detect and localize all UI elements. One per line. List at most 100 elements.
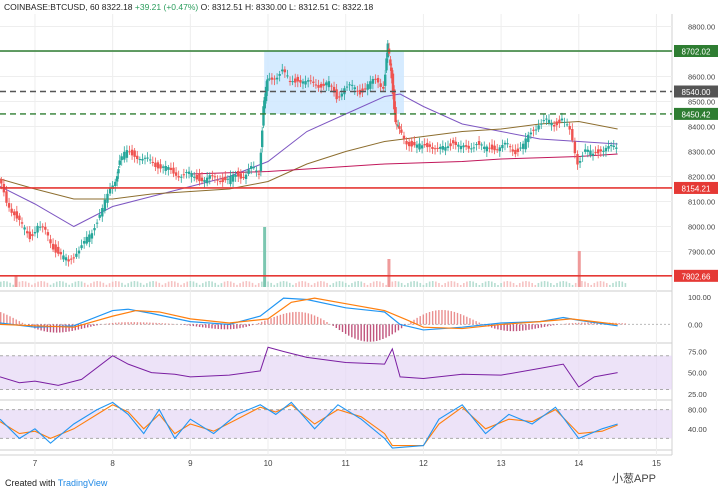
candle-body <box>348 84 351 86</box>
macd-histogram-bar <box>338 324 341 331</box>
candle-body <box>182 174 186 176</box>
macd-histogram-bar <box>593 322 595 325</box>
candle-body <box>371 79 375 84</box>
macd-histogram-bar <box>18 321 21 325</box>
candle-body <box>164 166 167 171</box>
candle-body <box>5 191 8 203</box>
candle-body <box>607 146 610 149</box>
price-tick-label: 8100.00 <box>688 198 715 207</box>
time-tick-label: 8 <box>110 459 115 468</box>
volume-bar <box>546 281 549 287</box>
volume-bar <box>550 283 552 287</box>
candle-body <box>350 84 354 86</box>
volume-bar <box>279 281 282 287</box>
volume-bar <box>503 281 506 287</box>
candle-body <box>612 145 615 148</box>
candle-body <box>558 119 561 123</box>
candle-body <box>309 80 312 82</box>
volume-bar <box>124 284 126 287</box>
macd-histogram-bar <box>624 323 627 325</box>
candle-body <box>369 81 372 89</box>
candle-body <box>490 144 494 150</box>
candle-body <box>288 80 292 82</box>
candle-body <box>407 141 411 147</box>
macd-histogram-bar <box>90 324 92 327</box>
macd-histogram-bar <box>397 324 400 331</box>
volume-bar <box>118 281 120 287</box>
macd-histogram-bar <box>456 312 459 325</box>
volume-bar <box>609 284 611 287</box>
macd-histogram-bar <box>0 312 2 325</box>
volume-bar <box>189 281 192 287</box>
time-tick-label: 14 <box>574 459 583 468</box>
volume-bar <box>223 281 226 287</box>
macd-histogram-bar <box>394 324 397 333</box>
macd-histogram-bar <box>385 324 387 338</box>
volume-bar <box>444 283 446 287</box>
level-label-bg-4 <box>674 269 718 282</box>
volume-bar <box>469 281 471 287</box>
macd-histogram-bar <box>621 323 623 325</box>
candle-body <box>532 129 535 131</box>
candle-body <box>527 134 530 143</box>
candle-body <box>301 81 305 84</box>
candle-body <box>393 89 396 110</box>
macd-histogram-bar <box>503 324 505 331</box>
candle-body <box>88 234 91 243</box>
macd-histogram-bar <box>500 324 502 331</box>
stoch-tick-label: 40.00 <box>688 425 707 434</box>
candle-body <box>374 78 377 80</box>
volume-bar <box>245 281 248 287</box>
volume-bar <box>68 284 70 287</box>
macd-histogram-bar <box>248 324 251 327</box>
volume-bar <box>553 284 555 287</box>
macd-histogram-bar <box>292 312 294 325</box>
candle-body <box>591 153 595 156</box>
candle-body <box>299 80 302 83</box>
candle-body <box>552 125 556 127</box>
candle-body <box>366 84 369 90</box>
macd-histogram-bar <box>77 324 80 330</box>
candle-body <box>428 144 432 147</box>
macd-histogram-bar <box>189 324 191 326</box>
candle-body <box>519 147 522 149</box>
candle-body <box>493 145 496 151</box>
volume-bar <box>158 282 161 287</box>
macd-histogram-bar <box>413 319 415 325</box>
candle-body <box>174 172 178 176</box>
candle-body <box>391 73 395 94</box>
volume-bar <box>0 281 2 287</box>
candle-body <box>609 145 613 147</box>
macd-histogram-bar <box>43 324 45 332</box>
candle-body <box>260 130 264 148</box>
macd-histogram-bar <box>388 324 390 337</box>
candle-body <box>281 69 284 72</box>
macd-histogram-bar <box>506 324 508 331</box>
volume-bar <box>397 281 400 287</box>
candle-body <box>286 75 289 77</box>
volume-bar <box>90 283 92 287</box>
macd-histogram-bar <box>584 322 586 325</box>
tradingview-logo[interactable]: TradingView <box>57 478 108 488</box>
macd-histogram-bar <box>183 324 185 325</box>
macd-histogram-bar <box>6 314 8 325</box>
candle-body <box>234 174 237 177</box>
volume-bar <box>174 281 176 287</box>
time-tick-label: 13 <box>497 459 506 468</box>
candle-body <box>540 123 543 125</box>
volume-bar <box>34 283 36 287</box>
price-tick-label: 8400.00 <box>688 123 715 132</box>
volume-bar <box>463 283 465 287</box>
volume-bar <box>46 282 49 287</box>
candle-body <box>332 86 336 93</box>
volume-bar <box>65 282 67 287</box>
candle-body <box>125 150 129 158</box>
volume-bar <box>242 281 244 287</box>
volume-bar <box>447 281 450 287</box>
candle-body <box>584 149 587 152</box>
candle-body <box>459 146 463 150</box>
macd-histogram-bar <box>276 315 278 325</box>
price-tick-label: 7900.00 <box>688 248 715 257</box>
macd-histogram-bar <box>245 324 247 327</box>
macd-histogram-bar <box>298 311 300 325</box>
